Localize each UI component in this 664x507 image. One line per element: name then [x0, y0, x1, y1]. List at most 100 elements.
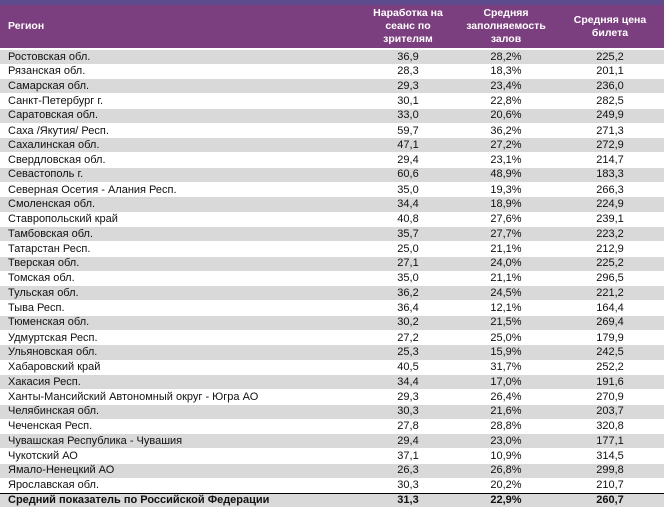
price-cell: 224,9: [556, 197, 664, 213]
region-cell: Ставропольский край: [0, 212, 360, 227]
table-row: Свердловская обл. 29,4 23,1% 214,7: [0, 152, 664, 168]
viewers-cell: 40,8: [360, 212, 456, 227]
region-cell: Ханты-Мансийский Автономный округ - Югра…: [0, 389, 360, 405]
viewers-cell: 34,4: [360, 197, 456, 213]
region-cell: Северная Осетия - Алания Респ.: [0, 182, 360, 198]
table-row: Ставропольский край 40,8 27,6% 239,1: [0, 212, 664, 227]
table-row: Тульская обл. 36,2 24,5% 221,2: [0, 286, 664, 302]
table-row: Сахалинская обл. 47,1 27,2% 272,9: [0, 138, 664, 154]
table-row: Ханты-Мансийский Автономный округ - Югра…: [0, 389, 664, 405]
price-cell: 271,3: [556, 123, 664, 139]
table-row: Тюменская обл. 30,2 21,5% 269,4: [0, 315, 664, 332]
table-header: Регион Наработка на сеанс по зрителям Ср…: [0, 5, 664, 51]
price-cell: 223,2: [556, 226, 664, 243]
price-cell: 225,2: [556, 256, 664, 272]
viewers-cell: 33,0: [360, 108, 456, 124]
table-row: Ямало-Ненецкий АО 26,3 26,8% 299,8: [0, 463, 664, 479]
occupancy-cell: 20,6%: [456, 108, 556, 124]
region-cell: Тыва Респ.: [0, 300, 360, 316]
column-header-occupancy: Средняя заполняемость залов: [456, 5, 556, 51]
occupancy-cell: 12,1%: [456, 300, 556, 316]
table-row: Удмуртская Респ. 27,2 25,0% 179,9: [0, 330, 664, 346]
column-header-viewers-per-session: Наработка на сеанс по зрителям: [360, 5, 456, 51]
table-row: Челябинская обл. 30,3 21,6% 203,7: [0, 404, 664, 420]
table-row: Ульяновская обл. 25,3 15,9% 242,5: [0, 345, 664, 361]
summary-occupancy-cell: 22,9%: [456, 492, 556, 507]
viewers-cell: 36,4: [360, 300, 456, 316]
price-cell: 272,9: [556, 138, 664, 154]
price-cell: 177,1: [556, 434, 664, 450]
viewers-cell: 47,1: [360, 138, 456, 154]
viewers-cell: 25,3: [360, 345, 456, 361]
region-cell: Свердловская обл.: [0, 152, 360, 168]
region-cell: Чувашская Республика - Чувашия: [0, 434, 360, 450]
price-cell: 225,2: [556, 49, 664, 65]
price-cell: 221,2: [556, 286, 664, 302]
occupancy-cell: 18,9%: [456, 197, 556, 213]
column-header-region: Регион: [0, 5, 360, 51]
viewers-cell: 35,0: [360, 182, 456, 198]
table-row: Смоленская обл. 34,4 18,9% 224,9: [0, 197, 664, 213]
viewers-cell: 25,0: [360, 241, 456, 257]
occupancy-cell: 21,1%: [456, 271, 556, 287]
summary-viewers-cell: 31,3: [360, 492, 456, 507]
region-cell: Самарская обл.: [0, 78, 360, 95]
occupancy-cell: 48,9%: [456, 167, 556, 184]
summary-price-cell: 260,7: [556, 492, 664, 507]
viewers-cell: 60,6: [360, 167, 456, 184]
region-cell: Челябинская обл.: [0, 404, 360, 420]
region-cell: Тверская обл.: [0, 256, 360, 272]
occupancy-cell: 26,4%: [456, 389, 556, 405]
table-row: Хакасия Респ. 34,4 17,0% 191,6: [0, 374, 664, 391]
region-cell: Севастополь г.: [0, 167, 360, 184]
viewers-cell: 29,3: [360, 389, 456, 405]
region-cell: Чеченская Респ.: [0, 419, 360, 435]
regions-statistics-table: Регион Наработка на сеанс по зрителям Ср…: [0, 5, 664, 507]
table-row: Чукотский АО 37,1 10,9% 314,5: [0, 448, 664, 464]
price-cell: 314,5: [556, 448, 664, 464]
viewers-cell: 27,8: [360, 419, 456, 435]
region-cell: Ростовская обл.: [0, 49, 360, 65]
region-cell: Саратовская обл.: [0, 108, 360, 124]
region-cell: Ярославская обл.: [0, 478, 360, 494]
table-row: Томская обл. 35,0 21,1% 296,5: [0, 271, 664, 287]
table-row: Тыва Респ. 36,4 12,1% 164,4: [0, 300, 664, 316]
occupancy-cell: 21,6%: [456, 404, 556, 420]
viewers-cell: 36,9: [360, 49, 456, 65]
price-cell: 266,3: [556, 182, 664, 198]
table-row: Татарстан Респ. 25,0 21,1% 212,9: [0, 241, 664, 257]
occupancy-cell: 28,8%: [456, 419, 556, 435]
price-cell: 201,1: [556, 64, 664, 79]
summary-row: Средний показатель по Российской Федерац…: [0, 492, 664, 507]
table-row: Хабаровский край 40,5 31,7% 252,2: [0, 360, 664, 375]
occupancy-cell: 27,2%: [456, 138, 556, 154]
viewers-cell: 35,0: [360, 271, 456, 287]
viewers-cell: 30,3: [360, 404, 456, 420]
table-row: Ростовская обл. 36,9 28,2% 225,2: [0, 49, 664, 65]
region-cell: Санкт-Петербург г.: [0, 93, 360, 109]
table-row: Ярославская обл. 30,3 20,2% 210,7: [0, 478, 664, 494]
region-cell: Ямало-Ненецкий АО: [0, 463, 360, 479]
viewers-cell: 35,7: [360, 226, 456, 243]
occupancy-cell: 21,5%: [456, 315, 556, 332]
occupancy-cell: 24,0%: [456, 256, 556, 272]
price-cell: 236,0: [556, 78, 664, 95]
viewers-cell: 27,2: [360, 330, 456, 346]
price-cell: 242,5: [556, 345, 664, 361]
occupancy-cell: 31,7%: [456, 360, 556, 375]
column-header-ticket-price: Средняя цена билета: [556, 5, 664, 51]
table-row: Тверская обл. 27,1 24,0% 225,2: [0, 256, 664, 272]
price-cell: 212,9: [556, 241, 664, 257]
viewers-cell: 59,7: [360, 123, 456, 139]
table-row: Саха /Якутия/ Респ. 59,7 36,2% 271,3: [0, 123, 664, 139]
region-cell: Рязанская обл.: [0, 64, 360, 79]
table-summary: Средний показатель по Российской Федерац…: [0, 492, 664, 507]
table-row: Чеченская Респ. 27,8 28,8% 320,8: [0, 419, 664, 435]
region-cell: Хабаровский край: [0, 360, 360, 375]
price-cell: 239,1: [556, 212, 664, 227]
occupancy-cell: 22,8%: [456, 93, 556, 109]
price-cell: 249,9: [556, 108, 664, 124]
occupancy-cell: 10,9%: [456, 448, 556, 464]
occupancy-cell: 18,3%: [456, 64, 556, 79]
viewers-cell: 28,3: [360, 64, 456, 79]
